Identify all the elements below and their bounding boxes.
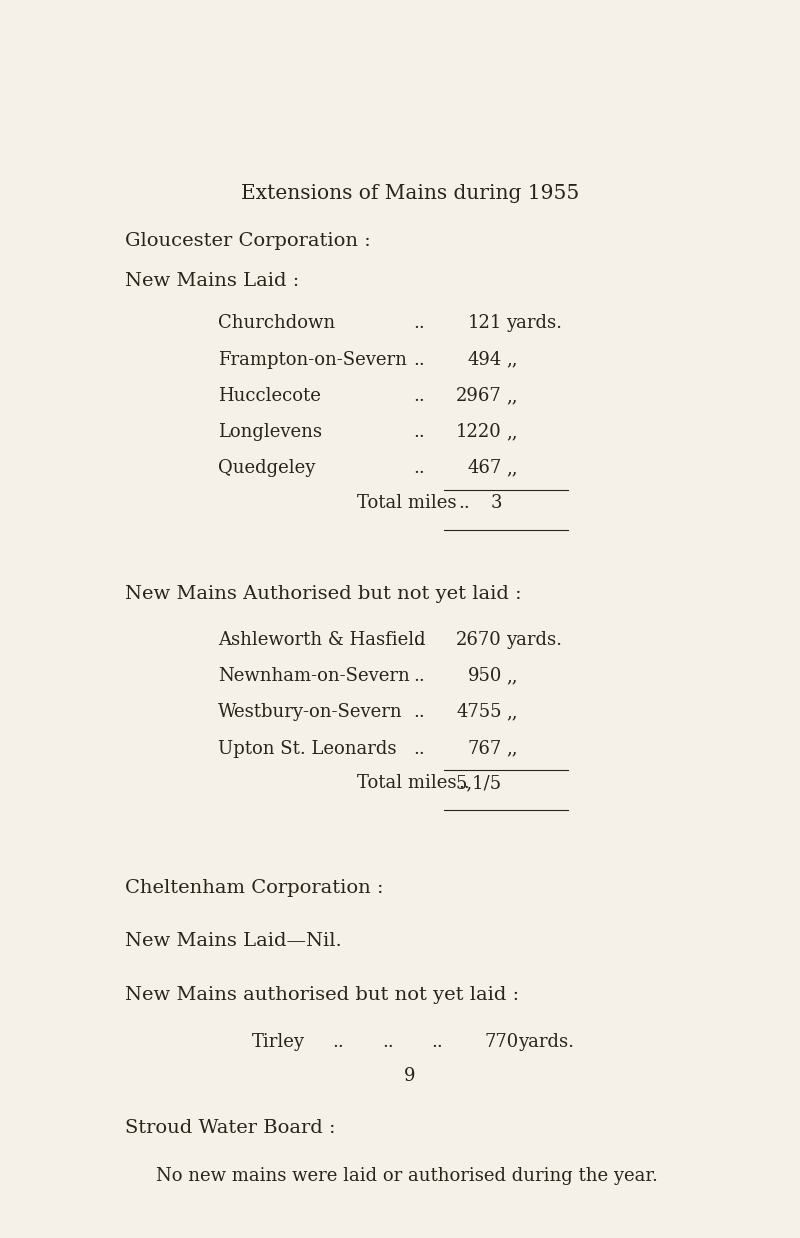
Text: New Mains Laid :: New Mains Laid : — [125, 272, 299, 291]
Text: Extensions of Mains during 1955: Extensions of Mains during 1955 — [241, 183, 579, 203]
Text: 770: 770 — [485, 1034, 518, 1051]
Text: yards.: yards. — [506, 314, 562, 333]
Text: ,,: ,, — [506, 386, 518, 405]
Text: ..: .. — [413, 667, 425, 685]
Text: ,,: ,, — [506, 739, 518, 758]
Text: Ashleworth & Hasfield: Ashleworth & Hasfield — [218, 631, 426, 649]
Text: ..: .. — [382, 1034, 394, 1051]
Text: ,,: ,, — [506, 703, 518, 722]
Text: ,,: ,, — [506, 350, 518, 369]
Text: ..: .. — [413, 703, 425, 722]
Text: 950: 950 — [467, 667, 502, 685]
Text: Churchdown: Churchdown — [218, 314, 335, 333]
Text: ..: .. — [413, 350, 425, 369]
Text: ..: .. — [413, 314, 425, 333]
Text: ..: .. — [413, 386, 425, 405]
Text: ..: .. — [432, 1034, 443, 1051]
Text: yards.: yards. — [518, 1034, 574, 1051]
Text: Longlevens: Longlevens — [218, 423, 322, 441]
Text: 121: 121 — [467, 314, 502, 333]
Text: Newnham-on-Severn: Newnham-on-Severn — [218, 667, 410, 685]
Text: 2967: 2967 — [456, 386, 502, 405]
Text: Upton St. Leonards: Upton St. Leonards — [218, 739, 396, 758]
Text: 2670: 2670 — [456, 631, 502, 649]
Text: Stroud Water Board :: Stroud Water Board : — [125, 1119, 335, 1136]
Text: 4755: 4755 — [456, 703, 502, 722]
Text: ,,: ,, — [506, 423, 518, 441]
Text: Cheltenham Corporation :: Cheltenham Corporation : — [125, 879, 383, 896]
Text: Quedgeley: Quedgeley — [218, 459, 315, 478]
Text: 9: 9 — [404, 1067, 416, 1084]
Text: 3: 3 — [490, 494, 502, 511]
Text: Total miles: Total miles — [358, 494, 457, 511]
Text: ..: .. — [458, 774, 470, 792]
Text: ..: .. — [458, 494, 470, 511]
Text: yards.: yards. — [506, 631, 562, 649]
Text: New Mains authorised but not yet laid :: New Mains authorised but not yet laid : — [125, 985, 519, 1004]
Text: Tirley: Tirley — [252, 1034, 305, 1051]
Text: ,,: ,, — [506, 667, 518, 685]
Text: New Mains Laid—Nil.: New Mains Laid—Nil. — [125, 932, 342, 950]
Text: ..: .. — [413, 423, 425, 441]
Text: ..: .. — [413, 631, 425, 649]
Text: 467: 467 — [467, 459, 502, 478]
Text: Westbury-on-Severn: Westbury-on-Severn — [218, 703, 402, 722]
Text: 767: 767 — [467, 739, 502, 758]
Text: Total miles: Total miles — [358, 774, 457, 792]
Text: ,,: ,, — [506, 459, 518, 478]
Text: New Mains Authorised but not yet laid :: New Mains Authorised but not yet laid : — [125, 586, 522, 603]
Text: 5,1/5: 5,1/5 — [456, 774, 502, 792]
Text: Frampton-on-Severn: Frampton-on-Severn — [218, 350, 406, 369]
Text: ..: .. — [413, 739, 425, 758]
Text: 1220: 1220 — [456, 423, 502, 441]
Text: Hucclecote: Hucclecote — [218, 386, 321, 405]
Text: ..: .. — [333, 1034, 344, 1051]
Text: ..: .. — [413, 459, 425, 478]
Text: 494: 494 — [467, 350, 502, 369]
Text: No new mains were laid or authorised during the year.: No new mains were laid or authorised dur… — [156, 1166, 658, 1185]
Text: Gloucester Corporation :: Gloucester Corporation : — [125, 233, 370, 250]
